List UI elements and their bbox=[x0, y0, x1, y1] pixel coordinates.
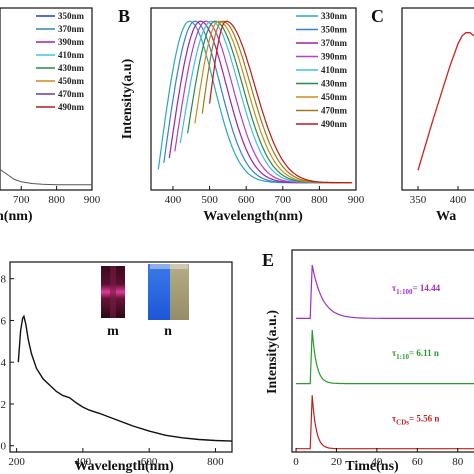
panel-b-x-tick-label: 700 bbox=[275, 194, 292, 206]
panel-d-curve bbox=[17, 314, 233, 442]
panel-b-x-tick-label: 500 bbox=[201, 194, 218, 206]
panel-a-legend-label: 470nm bbox=[58, 89, 85, 99]
panel-c-x-ticks: 350 400 bbox=[410, 186, 467, 206]
panel-e-x-tick-label: 60 bbox=[412, 456, 424, 468]
panel-b: B 330nm 350nm 370nm 390nm 410nm 430nm 450nm 470… bbox=[118, 6, 365, 224]
panel-a-legend-label: 370nm bbox=[58, 24, 85, 34]
panel-e-decay-CDs bbox=[296, 395, 474, 450]
panel-b-legend-label: 330nm bbox=[321, 11, 348, 21]
panel-b-legend-label: 370nm bbox=[321, 38, 348, 48]
panel-a-legend-label: 390nm bbox=[58, 37, 85, 47]
panel-a-legend: 350nm 370nm 390nm 410nm 430nm 450nm 470nm 490nm bbox=[36, 11, 85, 112]
panel-c: C 350 400 Wa bbox=[371, 6, 474, 224]
panel-b-legend-label: 390nm bbox=[321, 52, 348, 62]
panel-a-x-ticks: 700 800 900 bbox=[13, 186, 101, 206]
panel-b-x-tick-label: 400 bbox=[165, 194, 182, 206]
panel-e-x-tick-label: 20 bbox=[331, 456, 343, 468]
panel-d-x-tick-label: 600 bbox=[141, 456, 158, 468]
panel-b-curves bbox=[157, 20, 353, 184]
panel-b-x-tick-label: 600 bbox=[238, 194, 255, 206]
panel-d-x-tick-label: 800 bbox=[207, 456, 224, 468]
panel-e-lifetime-label: τCDs= 5.56 n bbox=[392, 413, 439, 426]
panel-b-legend-label: 350nm bbox=[321, 25, 348, 35]
panel-b-letter: B bbox=[118, 6, 130, 26]
panel-a-curve bbox=[0, 168, 92, 186]
panel-d-y-tick-label: 6 bbox=[1, 315, 7, 327]
panel-b-x-tick-label: 800 bbox=[311, 194, 328, 206]
panel-e-decay-1:100 bbox=[296, 264, 474, 319]
panel-d-y-ticks: 0 2 4 6 8 bbox=[1, 274, 14, 453]
panel-d-y-tick-label: 0 bbox=[1, 441, 7, 453]
panel-e-x-ticks: 0 20 40 60 80 bbox=[293, 448, 464, 468]
panel-e-x-tick-label: 0 bbox=[293, 456, 299, 468]
panel-a-legend-label: 350nm bbox=[58, 11, 85, 21]
panel-d-x-tick-label: 200 bbox=[8, 456, 25, 468]
inset-label-n: n bbox=[164, 324, 172, 339]
panel-e-decay-1:10 bbox=[296, 330, 474, 385]
panel-c-curve bbox=[417, 32, 474, 171]
panel-e-y-label: Intensity(a.u.) bbox=[265, 310, 280, 394]
panel-e-lifetime-labels: τ1:100= 14.44 τ1:10= 6.11 n τCDs= 5.56 n bbox=[392, 283, 441, 426]
panel-c-x-tick-label: 400 bbox=[450, 194, 467, 206]
panel-a-x-tick-label: 900 bbox=[84, 194, 101, 206]
panel-b-y-label: Intensity(a.u) bbox=[120, 58, 135, 139]
panel-e-lifetime-label: τ1:10= 6.11 n bbox=[392, 348, 439, 361]
panel-a-legend-label: 430nm bbox=[58, 63, 85, 73]
panel-d-y-tick-label: 4 bbox=[1, 357, 7, 369]
panel-a: 350nm 370nm 390nm 410nm 430nm 450nm 470nm 490nm… bbox=[0, 7, 101, 224]
panel-d-y-tick-label: 8 bbox=[1, 274, 7, 286]
panel-c-x-label: Wa bbox=[436, 209, 456, 224]
panel-a-x-label: h(nm) bbox=[0, 209, 33, 224]
panel-e-x-label: Time(ns) bbox=[345, 459, 399, 474]
panel-a-legend-label: 410nm bbox=[58, 50, 85, 60]
panel-d-y-tick-label: 2 bbox=[1, 399, 7, 411]
panel-b-legend-label: 470nm bbox=[321, 106, 348, 116]
panel-a-x-tick-label: 800 bbox=[48, 194, 65, 206]
panel-c-x-tick-label: 350 bbox=[410, 194, 427, 206]
panel-b-x-label: Wavelength(nm) bbox=[203, 209, 303, 224]
panel-d-x-tick-label: 400 bbox=[75, 456, 92, 468]
panel-a-x-tick-label: 700 bbox=[13, 194, 30, 206]
panel-b-legend-label: 410nm bbox=[321, 65, 348, 75]
inset-photo-n bbox=[148, 264, 189, 320]
panel-e-lifetime-label: τ1:100= 14.44 bbox=[392, 283, 441, 296]
panel-e-x-tick-label: 40 bbox=[371, 456, 383, 468]
inset-photo-m bbox=[101, 266, 125, 318]
panel-e-x-tick-label: 80 bbox=[452, 456, 464, 468]
panel-c-letter: C bbox=[371, 6, 384, 26]
panel-b-legend: 330nm 350nm 370nm 390nm 410nm 430nm 450nm 470nm… bbox=[296, 11, 348, 129]
panel-e-letter: E bbox=[262, 250, 274, 270]
panel-b-x-tick-label: 900 bbox=[348, 194, 365, 206]
panel-b-x-ticks: 400 500 600 700 800 900 bbox=[165, 186, 365, 206]
panel-b-legend-label: 430nm bbox=[321, 79, 348, 89]
panel-d-x-label: Wavelength(nm) bbox=[74, 459, 174, 474]
panel-a-legend-label: 490nm bbox=[58, 102, 85, 112]
panel-b-series-490nm bbox=[209, 20, 352, 184]
panel-e-curves bbox=[296, 264, 474, 450]
panel-b-legend-label: 450nm bbox=[321, 92, 348, 102]
panel-d: 0 2 4 6 8 200 400 600 800 bbox=[1, 261, 233, 474]
panel-e: E τ1:100= 14.44 τ1:10= 6.11 n τCDs= 5.56 n… bbox=[262, 249, 474, 474]
panel-d-x-ticks: 200 400 600 800 bbox=[8, 448, 224, 468]
panel-b-legend-label: 490nm bbox=[321, 119, 348, 129]
panel-a-legend-label: 450nm bbox=[58, 76, 85, 86]
inset-label-m: m bbox=[107, 324, 119, 339]
